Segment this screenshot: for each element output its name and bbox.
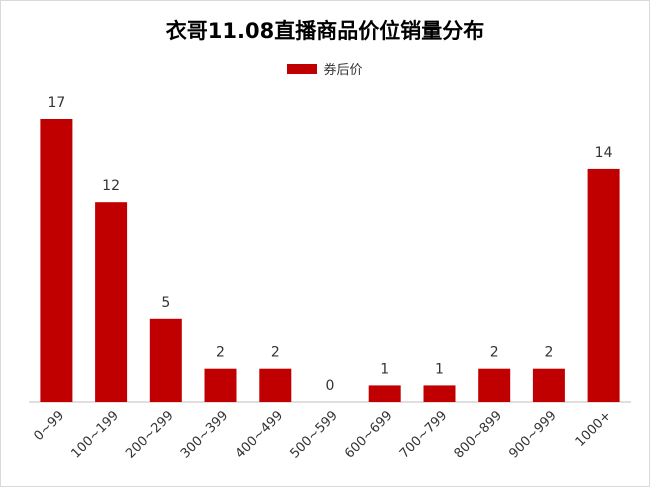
bar-10	[587, 168, 620, 402]
data-label-1: 12	[102, 178, 120, 194]
bar-8	[478, 368, 511, 402]
x-tick-label-6: 600~699	[342, 408, 395, 461]
x-tick-label-0: 0~99	[31, 408, 67, 444]
bar-7	[423, 385, 456, 402]
bar-1	[95, 202, 128, 402]
bar-9	[532, 368, 565, 402]
x-tick-label-8: 800~899	[452, 408, 505, 461]
x-tick-label-1: 100~199	[69, 408, 122, 461]
bar-4	[259, 368, 292, 402]
data-label-6: 1	[380, 361, 389, 377]
bar-6	[368, 385, 401, 402]
x-tick-label-2: 200~299	[123, 408, 176, 461]
x-tick-label-4: 400~499	[233, 408, 286, 461]
legend-swatch	[287, 63, 318, 74]
data-label-2: 5	[161, 295, 170, 311]
chart-title: 衣哥11.08直播商品价位销量分布	[165, 19, 485, 43]
bar-2	[149, 318, 182, 402]
x-tick-label-3: 300~399	[178, 408, 231, 461]
legend-label: 券后价	[323, 63, 363, 78]
data-label-9: 2	[544, 345, 553, 361]
bar-3	[204, 368, 237, 402]
data-label-8: 2	[490, 345, 499, 361]
x-tick-label-7: 700~799	[397, 408, 450, 461]
data-label-3: 2	[216, 345, 225, 361]
data-label-5: 0	[326, 378, 335, 394]
data-label-10: 14	[595, 145, 613, 161]
data-label-7: 1	[435, 361, 444, 377]
x-tick-label-9: 900~999	[506, 408, 559, 461]
x-tick-label-5: 500~599	[287, 408, 340, 461]
x-tick-label-10: 1000+	[573, 408, 615, 450]
bar-0	[40, 119, 73, 402]
data-label-4: 2	[271, 345, 280, 361]
data-label-0: 17	[47, 95, 65, 111]
chart-legend: 券后价	[1, 59, 649, 78]
